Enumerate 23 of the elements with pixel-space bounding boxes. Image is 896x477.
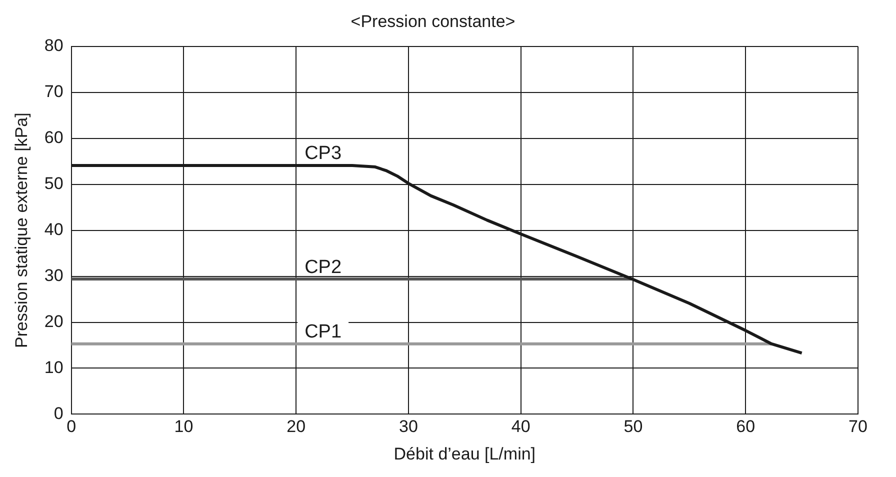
x-tick-label: 0	[66, 417, 76, 436]
y-tick-label: 20	[44, 312, 64, 331]
y-tick-label: 10	[44, 358, 64, 377]
series-label: CP1	[304, 322, 342, 343]
y-tick-label: 80	[44, 36, 64, 56]
series-label: CP3	[304, 143, 342, 164]
y-tick-label: 0	[54, 404, 64, 423]
x-tick-label: 70	[848, 417, 868, 436]
x-tick-label: 20	[286, 417, 306, 436]
x-tick-label: 40	[511, 417, 530, 436]
y-axis-title: Pression statique externe [kPa]	[12, 112, 31, 348]
x-tick-label: 30	[399, 417, 418, 436]
chart-title: <Pression constante>	[350, 12, 516, 31]
y-tick-label: 60	[44, 128, 64, 148]
series-label: CP2	[304, 256, 342, 278]
x-axis-title: Débit d’eau [L/min]	[394, 444, 536, 464]
x-tick-label: 10	[174, 417, 194, 436]
y-tick-label: 50	[44, 174, 64, 194]
x-tick-label: 60	[736, 417, 756, 436]
y-tick-label: 40	[44, 220, 64, 239]
y-tick-label: 30	[44, 266, 64, 285]
x-tick-label: 50	[624, 417, 643, 436]
y-tick-label: 70	[44, 82, 64, 102]
